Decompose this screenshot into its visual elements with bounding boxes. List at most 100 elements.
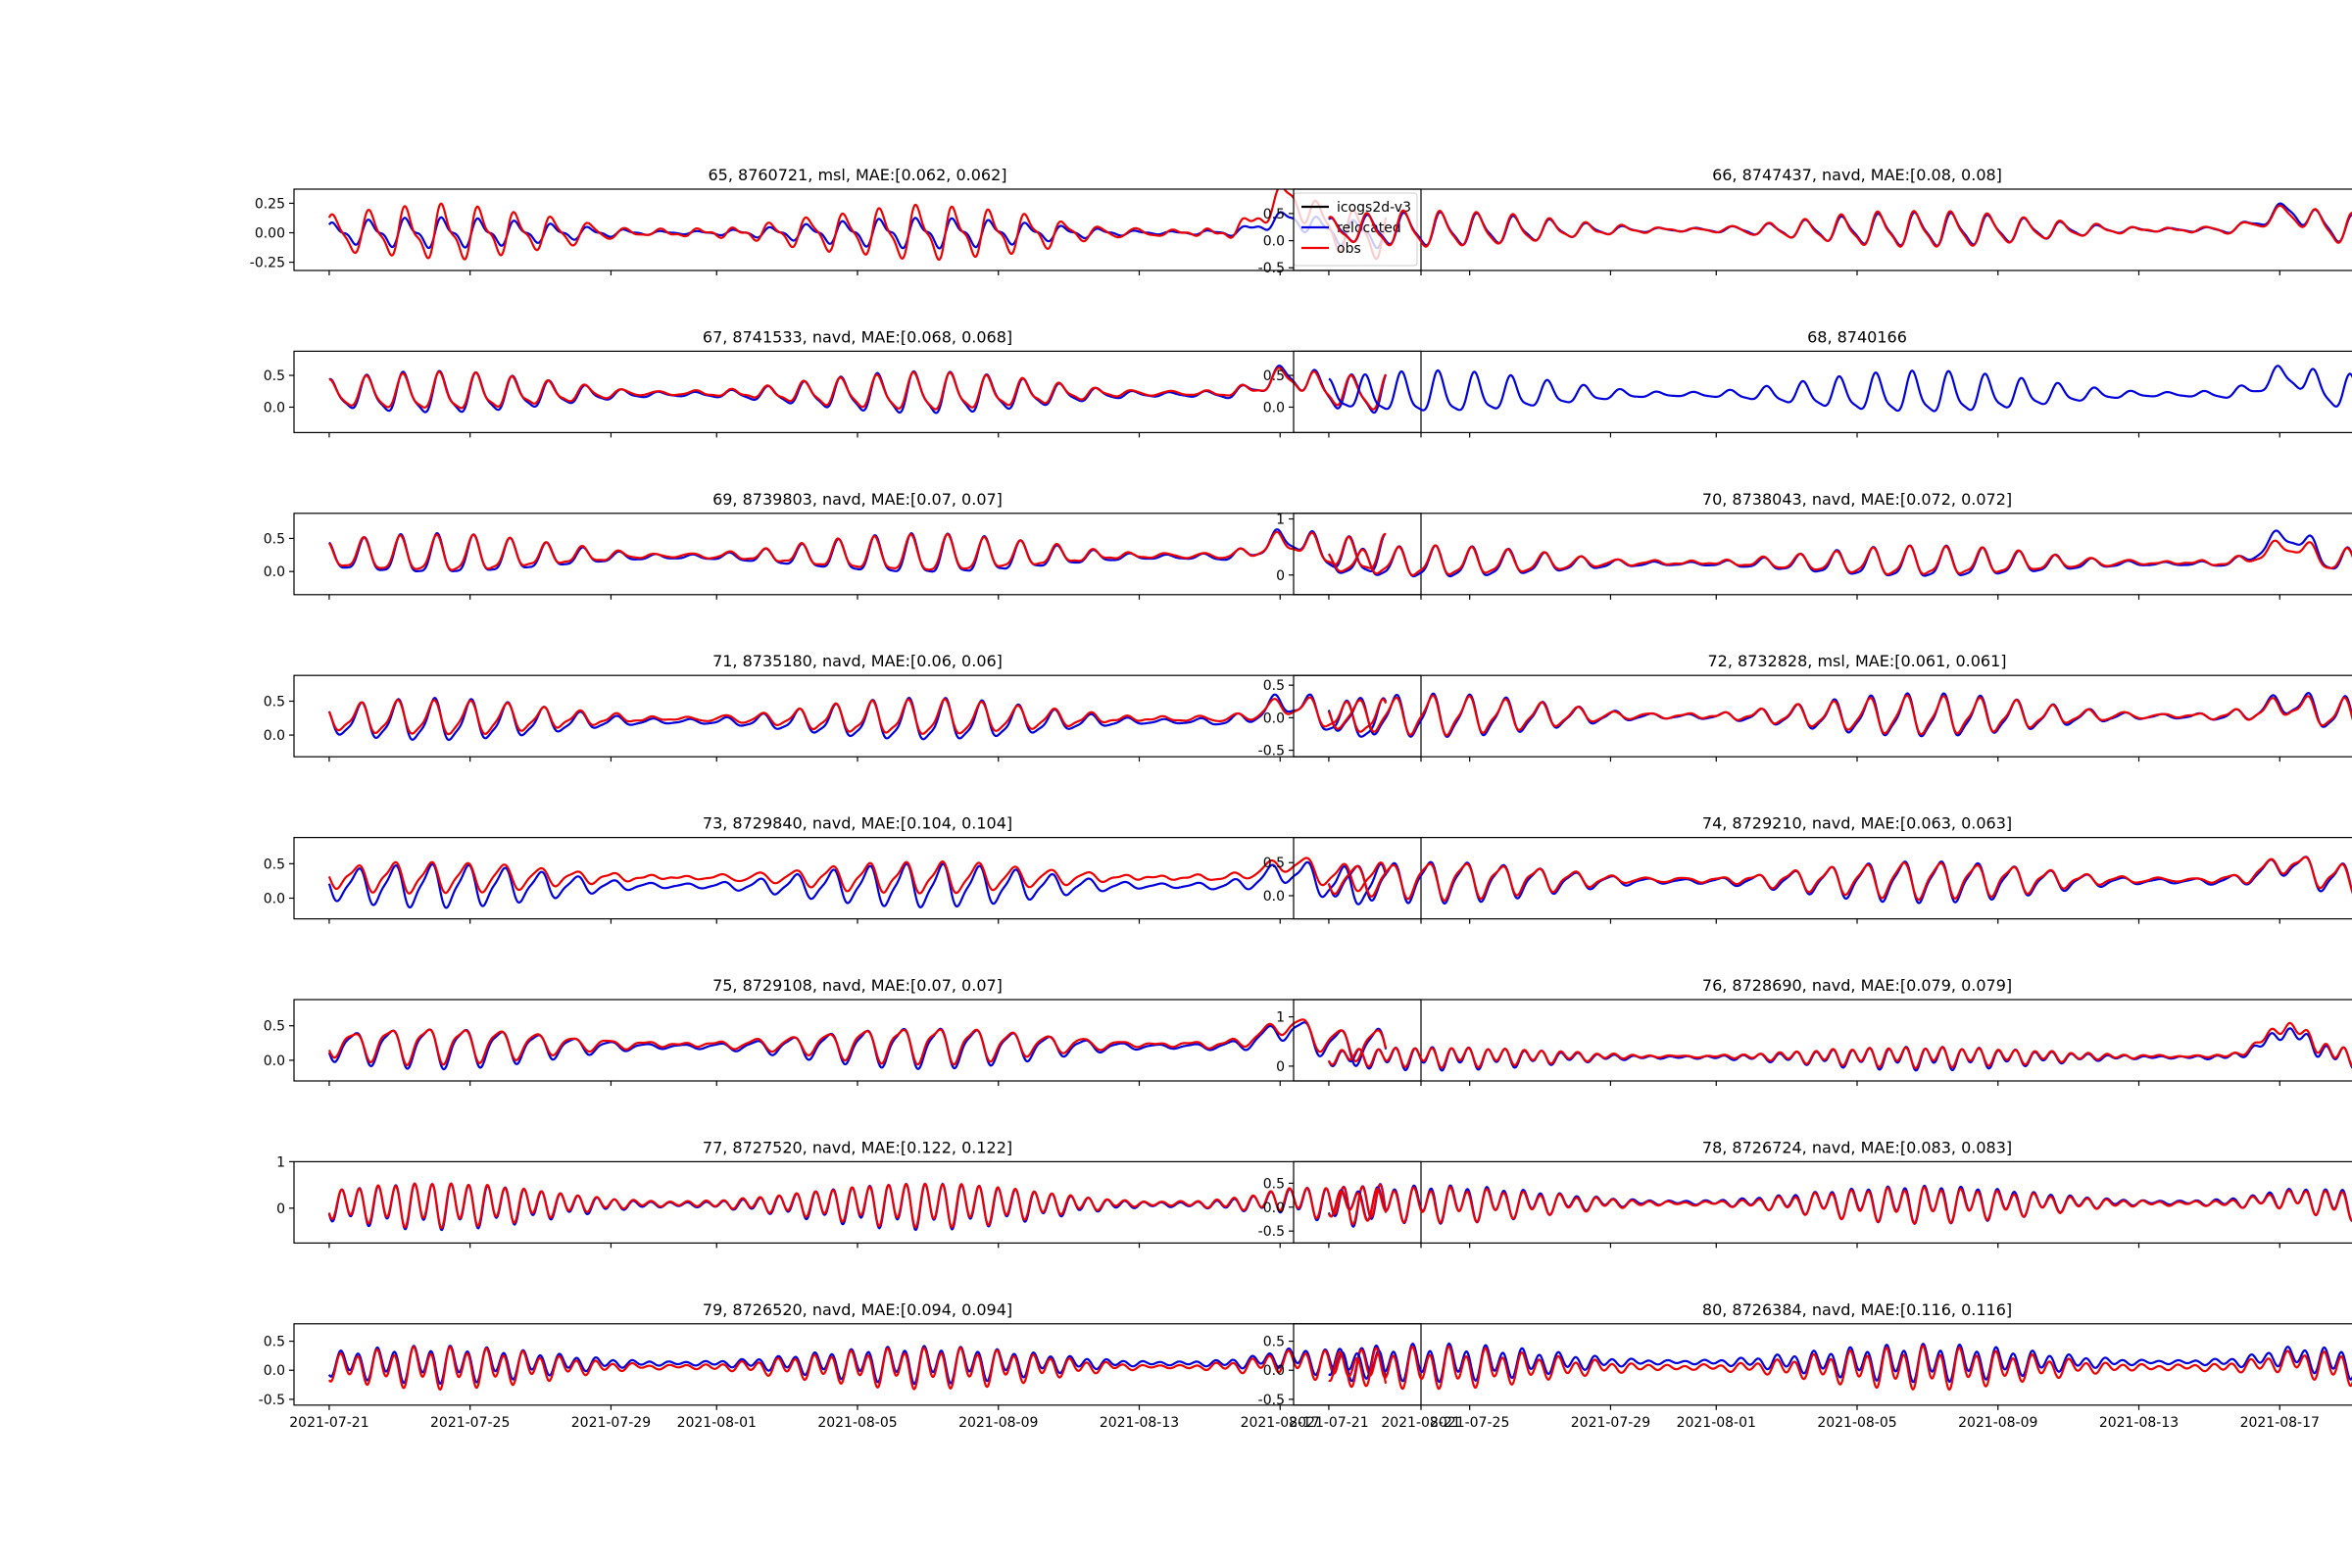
subplot-title: 79, 8726520, navd, MAE:[0.094, 0.094] [703, 1300, 1012, 1319]
series-line-obs [1328, 204, 2352, 248]
subplot-78: 78, 8726724, navd, MAE:[0.083, 0.083] 0.5… [1258, 1138, 2352, 1249]
series-line-obs [327, 857, 1388, 895]
y-tick-label: 0 [1276, 1059, 1285, 1075]
y-tick-label: 0.0 [1263, 889, 1285, 905]
y-tick-label: 0 [276, 1201, 285, 1217]
series-line-obs [327, 1018, 1388, 1066]
series-line-obs [327, 696, 1388, 736]
y-tick-label: 0.0 [1263, 234, 1285, 250]
subplot-65: 65, 8760721, msl, MAE:[0.062, 0.062] 0.25… [250, 166, 1422, 275]
y-tick-label: 0.0 [1263, 400, 1285, 416]
series-group [1328, 202, 2352, 248]
y-tick-label: 0.0 [1263, 1200, 1285, 1216]
x-tick-label: 2021-07-25 [1430, 1415, 1509, 1431]
subplot-title: 67, 8741533, navd, MAE:[0.068, 0.068] [703, 327, 1012, 346]
series-group [1327, 856, 2352, 905]
y-tick-label: 0.00 [255, 226, 285, 242]
series-group [1327, 1184, 2352, 1225]
x-tick-label: 2021-07-21 [289, 1415, 368, 1431]
subplot-title: 69, 8739803, navd, MAE:[0.07, 0.07] [712, 490, 1003, 509]
subplot-title: 65, 8760721, msl, MAE:[0.062, 0.062] [708, 166, 1006, 184]
subplot-79: 79, 8726520, navd, MAE:[0.094, 0.094] 0.5… [259, 1300, 1461, 1431]
subplot-71: 71, 8735180, navd, MAE:[0.06, 0.06] 0.5 0.… [264, 652, 1422, 762]
y-tick-label: 0.0 [264, 891, 285, 906]
subplot-70: 70, 8738043, navd, MAE:[0.072, 0.072] 1 0 [1276, 490, 2352, 600]
series-line-obs [327, 530, 1387, 571]
subplot-74: 74, 8729210, navd, MAE:[0.063, 0.063] 0.5… [1263, 814, 2352, 924]
subplot-73: 73, 8729840, navd, MAE:[0.104, 0.104] 0.5… [264, 814, 1422, 924]
y-tick-label: 0.5 [264, 1019, 285, 1035]
series-line-obs [1327, 856, 2352, 903]
series-group [1327, 691, 2352, 738]
series-group [1327, 1021, 2352, 1072]
y-tick-label: 0.5 [1263, 1335, 1285, 1350]
series-group [1328, 365, 2352, 413]
subplot-grid: 65, 8760721, msl, MAE:[0.062, 0.062] 0.25… [250, 166, 2352, 1431]
subplot-77: 77, 8727520, navd, MAE:[0.122, 0.122] 1 0 [276, 1138, 1422, 1249]
legend: icogs2d-v3 relocated obs [1293, 192, 1418, 267]
y-tick-label: -0.25 [250, 256, 285, 271]
series-line-obs [328, 367, 1388, 411]
x-tick-label: 2021-08-17 [2240, 1415, 2320, 1431]
y-tick-label: 0.5 [264, 857, 285, 872]
series-group [327, 528, 1387, 573]
subplot-69: 69, 8739803, navd, MAE:[0.07, 0.07] 0.5 0.… [264, 490, 1422, 600]
y-tick-label: 0.5 [264, 1335, 285, 1350]
y-tick-label: 0.0 [1263, 1363, 1285, 1379]
y-tick-label: 0.5 [1263, 368, 1285, 384]
y-tick-label: -0.5 [1258, 1224, 1285, 1240]
subplot-title: 73, 8729840, navd, MAE:[0.104, 0.104] [703, 814, 1012, 833]
x-tick-label: 2021-08-09 [958, 1415, 1038, 1431]
y-tick-label: 0.0 [264, 1054, 285, 1069]
series-line-relocated [327, 860, 1388, 909]
series-line-obs [1327, 1021, 2352, 1070]
series-group [327, 857, 1388, 909]
subplot-title: 66, 8747437, navd, MAE:[0.08, 0.08] [1712, 166, 2002, 184]
x-tick-label: 2021-08-21 [1381, 1415, 1460, 1431]
subplot-76: 76, 8728690, navd, MAE:[0.079, 0.079] 1 0 [1276, 976, 2352, 1086]
y-tick-label: 0.0 [264, 564, 285, 580]
subplot-66: 66, 8747437, navd, MAE:[0.08, 0.08] 0.5 0.… [1258, 166, 2352, 276]
y-tick-label: 0.5 [1263, 1176, 1285, 1192]
series-line-obs [1328, 1345, 2352, 1392]
series-line-relocated [1328, 365, 2352, 413]
subplot-title: 72, 8732828, msl, MAE:[0.061, 0.061] [1707, 652, 2006, 670]
subplot-title: 78, 8726724, navd, MAE:[0.083, 0.083] [1702, 1138, 2012, 1156]
legend-label: obs [1337, 241, 1361, 257]
series-line-obs [327, 1346, 1388, 1392]
subplot-title: 76, 8728690, navd, MAE:[0.079, 0.079] [1702, 976, 2012, 995]
x-tick-label: 2021-08-13 [1100, 1415, 1179, 1431]
x-tick-label: 2021-08-05 [817, 1415, 897, 1431]
y-tick-label: -0.5 [1258, 744, 1285, 760]
subplot-75: 75, 8729108, navd, MAE:[0.07, 0.07] 0.5 0.… [264, 976, 1422, 1086]
subplot-80: 80, 8726384, navd, MAE:[0.116, 0.116] 0.5… [1258, 1300, 2352, 1431]
y-tick-label: 0.5 [1263, 678, 1285, 694]
subplot-title: 70, 8738043, navd, MAE:[0.072, 0.072] [1702, 490, 2012, 509]
series-line-obs [1327, 1186, 2352, 1225]
y-tick-label: 0.25 [255, 196, 285, 212]
x-tick-label: 2021-08-01 [677, 1415, 757, 1431]
y-tick-label: -0.5 [259, 1393, 285, 1408]
y-tick-label: 1 [1276, 513, 1285, 528]
x-tick-label: 2021-07-25 [430, 1415, 510, 1431]
subplot-title: 75, 8729108, navd, MAE:[0.07, 0.07] [712, 976, 1003, 995]
y-tick-label: 0.0 [264, 400, 285, 416]
series-group [1327, 529, 2352, 578]
series-group [328, 365, 1388, 415]
y-tick-label: 0.0 [1263, 710, 1285, 726]
series-group [327, 693, 1388, 742]
y-tick-label: 0.5 [1263, 856, 1285, 871]
series-group [327, 1018, 1388, 1071]
series-line-obs [1327, 694, 2352, 737]
x-tick-label: 2021-07-29 [1571, 1415, 1650, 1431]
x-tick-label: 2021-08-05 [1817, 1415, 1896, 1431]
legend-label: icogs2d-v3 [1337, 200, 1411, 216]
subplot-title: 68, 8740166 [1807, 327, 1907, 346]
legend-label: relocated [1337, 220, 1401, 236]
series-line-obs [1328, 539, 2352, 577]
y-tick-label: -0.5 [1258, 261, 1285, 276]
y-tick-label: -0.5 [1258, 1393, 1285, 1408]
series-group [327, 1345, 1388, 1392]
y-tick-label: 0.5 [1263, 207, 1285, 222]
